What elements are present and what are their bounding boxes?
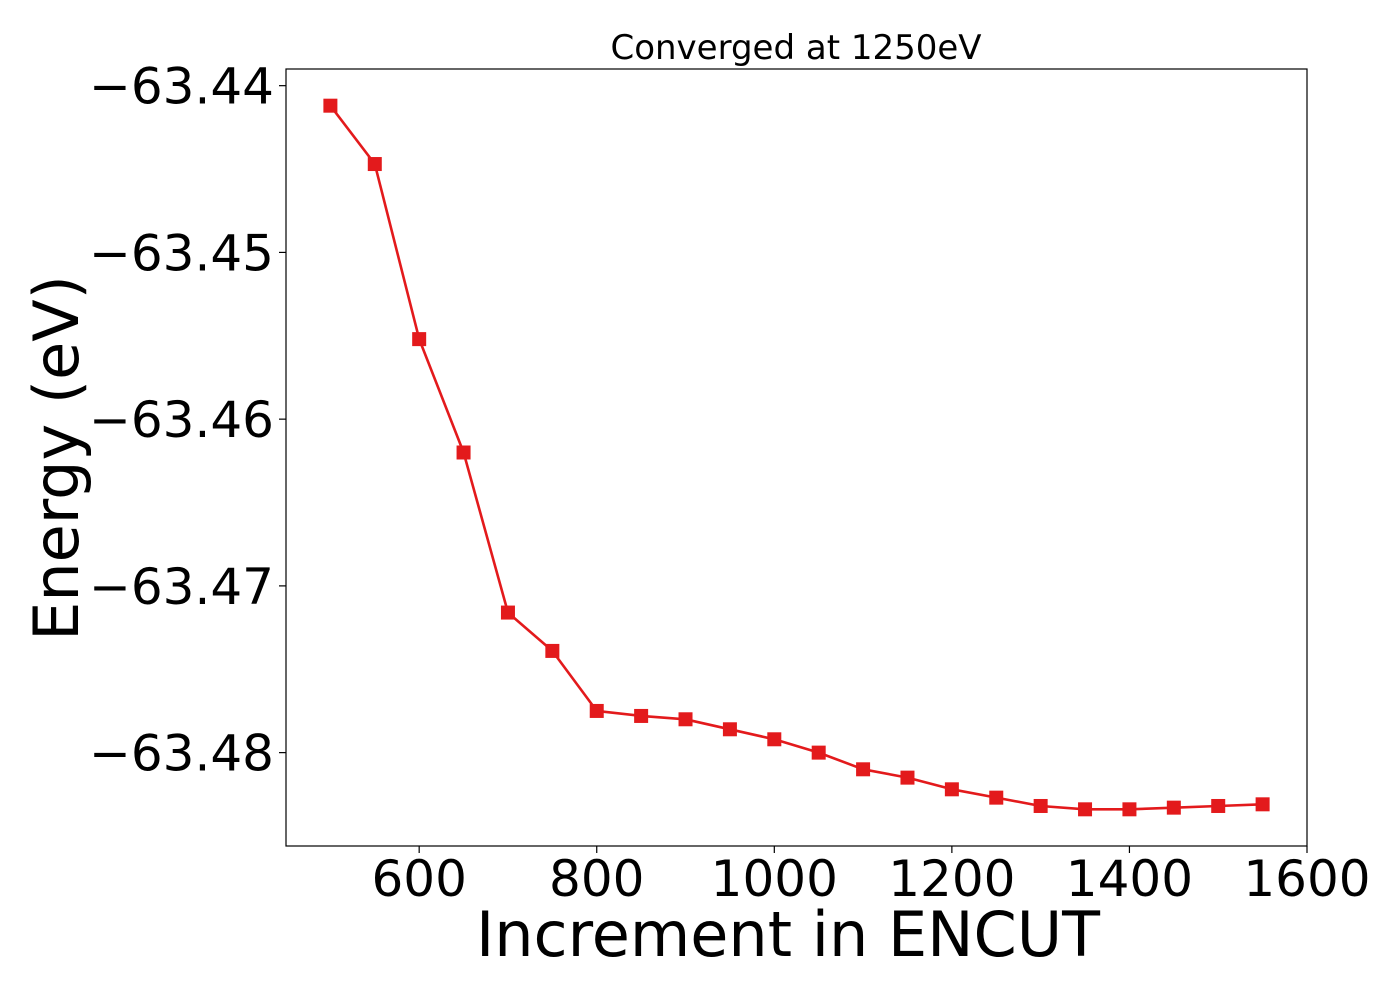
plot-area bbox=[285, 68, 1308, 847]
y-tick-label: −63.48 bbox=[89, 725, 274, 783]
data-point-marker bbox=[722, 722, 737, 737]
y-tick-label: −63.47 bbox=[89, 558, 274, 616]
data-point-marker bbox=[944, 782, 959, 797]
x-tick-label: 1400 bbox=[1066, 850, 1193, 908]
x-tick-label: 1200 bbox=[888, 850, 1015, 908]
data-point-marker bbox=[589, 703, 604, 718]
series-line bbox=[329, 104, 1263, 811]
y-tick-label: −63.45 bbox=[89, 224, 274, 282]
data-point-marker bbox=[811, 745, 826, 760]
plot-frame bbox=[285, 68, 1308, 847]
x-axis-title: Increment in ENCUT bbox=[476, 898, 1101, 971]
data-point-marker bbox=[500, 605, 515, 620]
data-point-marker bbox=[1122, 802, 1137, 817]
data-series bbox=[323, 98, 1270, 817]
y-axis-title: Energy (eV) bbox=[20, 275, 93, 641]
data-point-marker bbox=[323, 98, 338, 113]
data-point-marker bbox=[367, 157, 382, 172]
data-point-marker bbox=[1211, 798, 1226, 813]
data-point-marker bbox=[856, 762, 871, 777]
data-point-marker bbox=[634, 708, 649, 723]
x-tick-label: 600 bbox=[371, 850, 466, 908]
data-point-marker bbox=[1033, 798, 1048, 813]
y-axis-ticks: −63.44 −63.45 −63.46 −63.47 −63.48 bbox=[89, 58, 286, 783]
x-tick-label: 800 bbox=[549, 850, 644, 908]
chart-title: Converged at 1250eV bbox=[610, 28, 981, 68]
data-point-marker bbox=[456, 445, 471, 460]
data-point-marker bbox=[1166, 800, 1181, 815]
data-point-marker bbox=[767, 732, 782, 747]
data-point-marker bbox=[412, 332, 427, 347]
x-axis-ticks: 600 800 1000 1200 1400 1600 bbox=[371, 846, 1371, 908]
data-point-marker bbox=[678, 712, 693, 727]
data-point-marker bbox=[989, 790, 1004, 805]
data-point-marker bbox=[900, 770, 915, 785]
x-tick-label: 1000 bbox=[711, 850, 838, 908]
data-point-marker bbox=[1078, 802, 1093, 817]
data-point-marker bbox=[1255, 797, 1270, 812]
y-tick-label: −63.44 bbox=[89, 58, 274, 116]
x-tick-label: 1600 bbox=[1243, 850, 1370, 908]
data-point-marker bbox=[545, 643, 560, 658]
y-tick-label: −63.46 bbox=[89, 391, 274, 449]
